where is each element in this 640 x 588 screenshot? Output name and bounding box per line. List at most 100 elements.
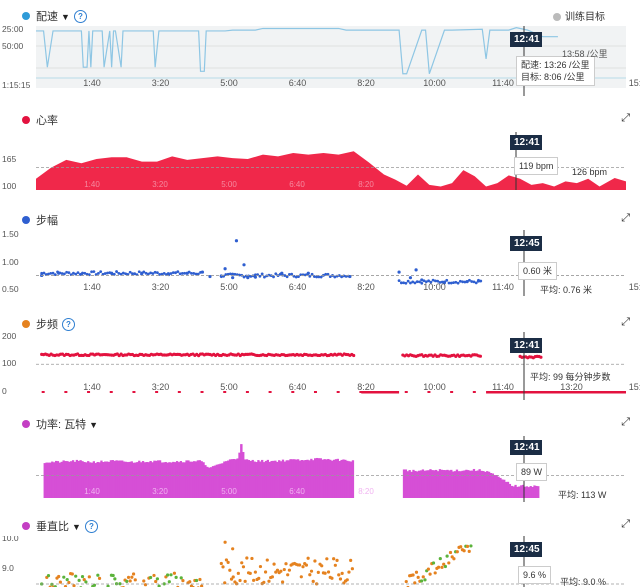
vertical-ratio-point	[152, 574, 155, 577]
vertical-ratio-point	[468, 550, 471, 553]
vertical-ratio-point	[437, 566, 440, 569]
expand-icon[interactable]: ⤢	[621, 112, 630, 125]
vertical-ratio-point	[57, 575, 60, 578]
vertical-ratio-point	[307, 557, 310, 560]
x-tick-label: 6:40	[289, 78, 307, 88]
vertical-ratio-point	[84, 580, 87, 583]
vertical-ratio-point	[469, 544, 472, 547]
power-title: 功率: 瓦特	[36, 419, 86, 431]
vertical-ratio-point	[427, 568, 430, 571]
vertical-ratio-point	[59, 581, 62, 584]
vertical-ratio-point	[446, 555, 449, 558]
cadence-title: 步频	[36, 319, 58, 331]
vertical-ratio-point	[449, 551, 452, 554]
vertical-ratio-point	[279, 570, 282, 573]
expand-icon[interactable]: ⤢	[621, 416, 630, 429]
help-icon[interactable]: ?	[85, 520, 98, 533]
power-average-label: 平均: 113 W	[558, 488, 606, 501]
vertical-ratio-point	[180, 576, 183, 579]
stride-point	[201, 270, 204, 273]
vr-average-label: 平均: 9.0 %	[560, 575, 606, 588]
vertical-ratio-point	[127, 576, 130, 579]
y-tick-label: 0.50	[2, 284, 19, 294]
stride-point	[246, 276, 249, 279]
stride-point	[156, 271, 159, 274]
vertical-ratio-point	[310, 570, 313, 573]
x-tick-label: 3:20	[152, 78, 170, 88]
chevron-down-icon[interactable]: ▼	[61, 12, 70, 22]
vertical-ratio-point	[125, 580, 128, 583]
power-tooltip: 89 W	[516, 463, 547, 481]
stride-point	[186, 272, 189, 275]
vertical-ratio-point	[169, 573, 172, 576]
stride-point	[274, 272, 277, 275]
vertical-ratio-point	[66, 578, 69, 581]
pace-tooltip-time: 12:41	[510, 32, 542, 47]
vertical-ratio-point	[240, 561, 243, 564]
y-tick-label: 10.0	[2, 536, 19, 543]
stride-point	[220, 274, 223, 277]
help-icon[interactable]: ?	[62, 318, 75, 331]
vertical-ratio-point	[264, 570, 267, 573]
vertical-ratio-point	[339, 577, 342, 580]
stride-point	[176, 270, 179, 273]
hr-header: 心率 ⤢	[0, 110, 640, 130]
vertical-ratio-point	[227, 561, 230, 564]
chevron-down-icon[interactable]: ▼	[72, 522, 81, 532]
stride-point	[407, 280, 410, 283]
vertical-ratio-point	[238, 579, 241, 582]
vertical-ratio-point	[349, 559, 352, 562]
pace-tooltip-line: 配速: 13:26 /公里	[521, 59, 590, 71]
x-tick-label: 15:00	[629, 282, 640, 292]
y-tick-label: 9.0	[2, 563, 14, 573]
vertical-ratio-point	[249, 572, 252, 575]
pace-dot-icon	[22, 12, 30, 20]
legend-dot-icon	[553, 13, 561, 21]
training-target-legend[interactable]: 训练目标	[553, 8, 605, 23]
expand-icon[interactable]: ⤢	[621, 212, 630, 225]
x-tick-label: 3:20	[152, 282, 170, 292]
y-tick-label: 200	[2, 332, 16, 341]
vertical-ratio-point	[335, 559, 338, 562]
power-bar	[352, 460, 354, 498]
vr-tooltip: 9.6 %	[518, 566, 551, 584]
vertical-ratio-point	[440, 566, 443, 569]
cadence-header: 步频? ⤢	[0, 314, 640, 334]
x-tick-label: 3:20	[152, 487, 168, 496]
help-icon[interactable]: ?	[74, 10, 87, 23]
power-tooltip-time: 12:41	[510, 440, 542, 455]
vertical-ratio-point	[228, 569, 231, 572]
stride-point	[140, 272, 143, 275]
x-tick-label: 13:20	[560, 382, 583, 392]
x-tick-label: 5:00	[221, 487, 237, 496]
vertical-ratio-point	[232, 575, 235, 578]
x-tick-label: 11:40	[492, 382, 514, 392]
expand-icon[interactable]: ⤢	[621, 518, 630, 531]
stride-dot-icon	[22, 216, 30, 224]
vertical-ratio-point	[88, 575, 91, 578]
stride-point	[397, 270, 400, 273]
vertical-ratio-point	[305, 564, 308, 567]
vertical-ratio-point	[327, 570, 330, 573]
vertical-ratio-point	[149, 576, 152, 579]
vertical-ratio-point	[96, 574, 99, 577]
stride-point	[254, 276, 257, 279]
stride-point	[261, 273, 264, 276]
chevron-down-icon[interactable]: ▼	[89, 420, 98, 430]
expand-icon[interactable]: ⤢	[621, 316, 630, 329]
stride-point	[457, 282, 460, 285]
stride-point	[77, 271, 80, 274]
vertical-ratio-point	[71, 572, 74, 575]
vertical-ratio-point	[259, 565, 262, 568]
vertical-ratio-point	[198, 578, 201, 581]
stride-point	[398, 279, 401, 282]
y-tick-label: 1.50	[2, 230, 19, 239]
stride-point	[92, 270, 95, 273]
vertical-ratio-point	[188, 580, 191, 583]
vertical-ratio-point	[175, 576, 178, 579]
